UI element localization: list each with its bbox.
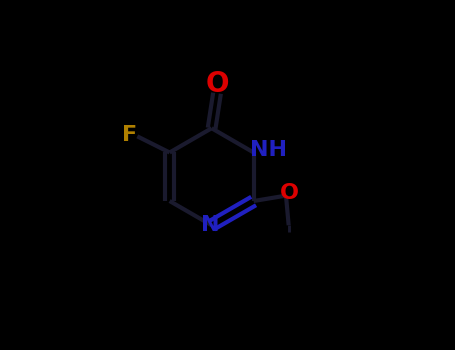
Text: O: O [205,70,229,98]
Text: N: N [201,215,219,235]
Text: F: F [121,125,137,145]
Text: O: O [280,183,299,203]
Text: NH: NH [250,140,287,160]
